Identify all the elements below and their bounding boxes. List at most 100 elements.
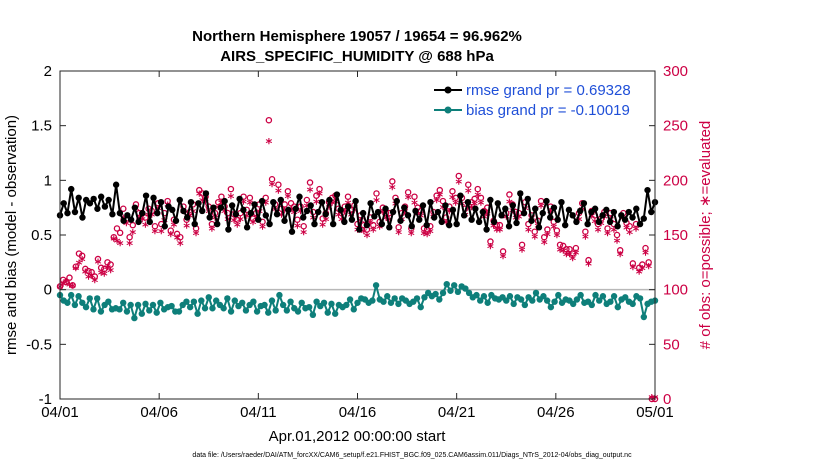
rmse-point	[311, 220, 318, 228]
bias-point	[551, 298, 558, 305]
bias-point	[640, 313, 648, 321]
evaluated-marker: *	[557, 245, 564, 260]
rmse-point	[629, 214, 636, 221]
bias-point	[629, 300, 636, 308]
possible-marker	[553, 227, 561, 234]
evaluated-marker: *	[572, 249, 579, 264]
bias-point	[227, 308, 235, 315]
possible-marker	[604, 225, 611, 232]
evaluated-marker: *	[591, 217, 598, 232]
possible-marker	[496, 221, 504, 229]
rmse-point	[648, 208, 655, 216]
evaluated-marker: *	[563, 250, 570, 265]
evaluated-marker: *	[152, 227, 159, 242]
evaluated-marker: *	[82, 267, 89, 282]
bias-point	[168, 302, 175, 310]
evaluated-marker: *	[474, 191, 481, 206]
evaluated-marker: *	[424, 230, 431, 245]
possible-marker	[107, 261, 114, 268]
rmse-point	[449, 206, 457, 214]
evaluated-marker: *	[307, 185, 314, 200]
evaluated-marker: *	[433, 196, 440, 211]
evaluated-marker: *	[553, 231, 560, 246]
evaluated-marker: *	[104, 263, 111, 278]
evaluated-marker: *	[142, 220, 149, 235]
bias-point	[439, 289, 447, 297]
rmse-point	[591, 205, 599, 212]
rmse-point	[442, 202, 449, 209]
bias-point	[529, 297, 536, 304]
evaluated-marker: *	[60, 279, 67, 294]
rmse-point	[225, 226, 232, 233]
evaluated-marker: *	[633, 225, 640, 240]
rmse-point	[520, 209, 528, 217]
possible-marker	[246, 194, 254, 202]
rmse-point	[213, 220, 221, 228]
evaluated-marker: *	[76, 259, 83, 274]
x-tick-label: 04/26	[537, 404, 575, 421]
bias-point	[395, 300, 402, 308]
possible-marker	[265, 116, 273, 124]
rmse-point	[202, 190, 210, 197]
possible-marker	[116, 229, 124, 237]
bias-point	[305, 303, 313, 311]
y-right-tick-label: 250	[663, 118, 688, 135]
evaluated-marker: *	[550, 222, 557, 237]
evaluated-marker: *	[642, 249, 649, 264]
legend-bias-label: bias grand pr = -0.10019	[466, 102, 630, 119]
bias-point	[153, 309, 160, 316]
evaluated-marker: *	[639, 264, 646, 279]
rmse-point	[460, 212, 468, 219]
rmse-point	[554, 216, 561, 223]
legend-box	[426, 76, 652, 120]
possible-marker	[218, 193, 225, 200]
evaluated-marker: *	[199, 196, 206, 211]
rmse-point	[79, 214, 86, 221]
bias-point	[183, 298, 190, 305]
evaluated-marker: *	[525, 226, 532, 241]
rmse-point	[494, 200, 502, 207]
bias-point	[272, 307, 279, 314]
rmse-point	[543, 197, 550, 205]
bias-point	[636, 295, 644, 302]
rmse-point	[180, 207, 187, 215]
possible-marker	[639, 261, 646, 268]
evaluated-marker: *	[560, 246, 567, 261]
rmse-point	[513, 219, 520, 227]
rmse-point	[326, 196, 333, 204]
evaluated-marker: *	[341, 207, 348, 222]
y-tick-label: 1	[44, 172, 52, 189]
evaluated-marker: *	[367, 218, 374, 233]
bias-point	[380, 298, 387, 305]
rmse-point	[206, 214, 213, 221]
evaluated-marker: *	[326, 203, 333, 218]
series-layer: **************************** * ***********…	[57, 116, 659, 408]
rmse-point	[292, 205, 299, 212]
y-tick-label: 0	[44, 282, 52, 299]
possible-marker	[389, 178, 396, 185]
rmse-point	[270, 199, 277, 206]
rmse-point	[131, 204, 139, 211]
rmse-point	[285, 206, 292, 214]
rmse-point	[408, 223, 415, 230]
bias-point	[599, 293, 607, 300]
rmse-point	[199, 207, 206, 215]
evaluated-marker: *	[354, 226, 361, 241]
bias-point	[614, 303, 622, 311]
possible-marker	[177, 233, 184, 241]
y-tick-label: -0.5	[26, 336, 52, 353]
x-tick-label: 05/01	[636, 404, 674, 421]
evaluated-marker: *	[91, 276, 98, 291]
bias-point	[287, 298, 294, 305]
evaluated-marker: *	[395, 228, 402, 243]
possible-marker	[126, 233, 133, 241]
bias-point	[265, 309, 272, 316]
rmse-point	[154, 209, 161, 217]
bias-point	[138, 310, 146, 317]
rmse-point	[236, 195, 243, 203]
rmse-point	[333, 191, 341, 198]
bias-point	[622, 294, 629, 301]
bias-point	[209, 305, 216, 312]
possible-marker	[63, 278, 70, 286]
evaluated-marker: *	[636, 267, 643, 282]
